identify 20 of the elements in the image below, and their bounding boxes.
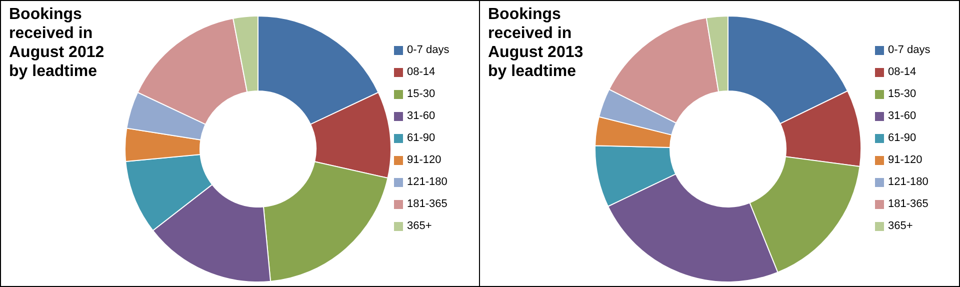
legend-label: 181-365 [888,198,928,210]
legend-label: 31-60 [407,110,436,122]
legend-label: 0-7 days [407,44,450,56]
legend-label: 08-14 [407,66,436,78]
text: Bookings received in August 2013 by leadtime [488,5,584,81]
legend-label: 121-180 [888,176,928,188]
legend-label: 121-180 [407,176,448,188]
legend-label: 91-120 [888,154,922,166]
legend-label: 61-90 [407,132,436,144]
legend-label: 0-7 days [888,44,930,56]
legend-label: 91-120 [407,154,442,166]
legend-label: 181-365 [407,198,448,210]
legend-label: 15-30 [407,88,436,100]
legend-label: 365+ [407,220,432,232]
legend-label: 61-90 [888,132,916,144]
legend-label: 31-60 [888,110,916,122]
legend-label: 08-14 [888,66,916,78]
legend-label: 15-30 [888,88,916,100]
text: Bookings received in August 2012 by leadtime [9,5,106,81]
legend-label: 365+ [888,220,913,232]
